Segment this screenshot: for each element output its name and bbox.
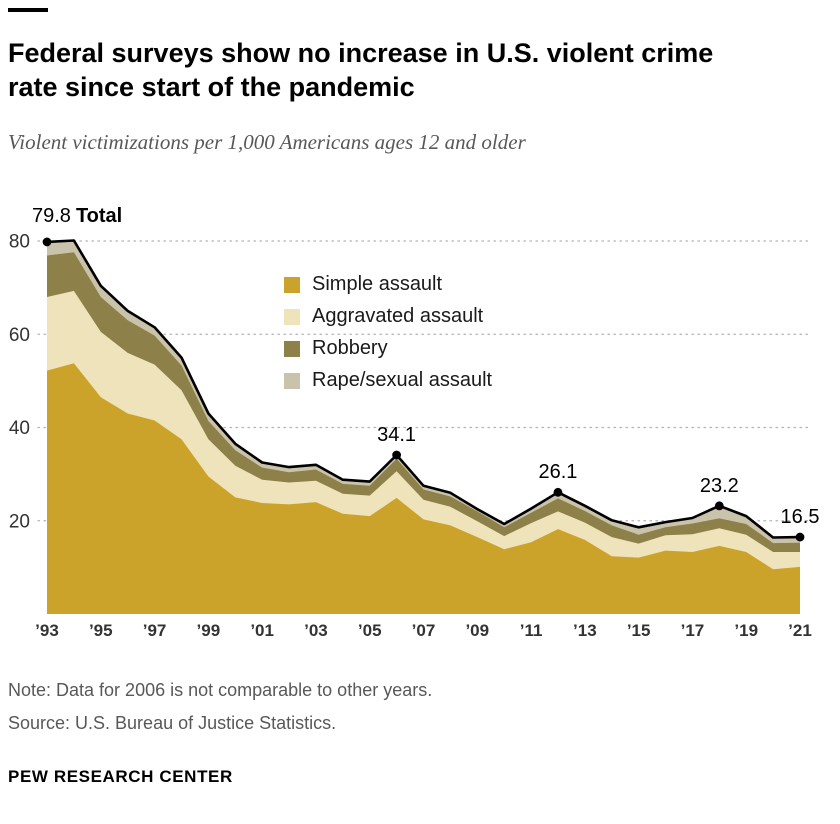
y-tick-label-40: 40 — [9, 418, 30, 439]
annotation-start-total: 79.8 Total — [32, 205, 122, 228]
chart-subtitle: Violent victimizations per 1,000 America… — [8, 130, 526, 155]
data-dot-1993 — [42, 237, 52, 247]
x-tick-label-2021: ’21 — [788, 621, 812, 640]
x-tick-label-1993: ’93 — [35, 621, 59, 640]
data-dot-2012 — [553, 487, 563, 497]
x-tick-label-2015: ’15 — [627, 621, 651, 640]
data-dot-2021 — [795, 532, 805, 542]
x-tick-label-1999: ’99 — [197, 621, 221, 640]
legend-label-robbery: Robbery — [312, 337, 388, 360]
x-tick-label-2003: ’03 — [304, 621, 328, 640]
x-tick-label-2017: ’17 — [681, 621, 705, 640]
x-tick-label-2019: ’19 — [734, 621, 758, 640]
legend-item-rape-sexual-assault: Rape/sexual assault — [284, 369, 492, 392]
annotation-start-label: Total — [75, 204, 123, 227]
x-tick-label-2013: ’13 — [573, 621, 597, 640]
legend-swatch-rape-sexual-assault — [284, 372, 300, 389]
data-dot-2018 — [714, 501, 724, 511]
x-tick-label-1997: ’97 — [143, 621, 167, 640]
x-tick-label-2009: ’09 — [465, 621, 489, 640]
legend-label-simple-assault: Simple assault — [312, 273, 443, 296]
page-title: Federal surveys show no increase in U.S.… — [8, 38, 714, 103]
y-tick-label-20: 20 — [9, 511, 30, 532]
x-tick-label-1995: ’95 — [89, 621, 113, 640]
y-tick-label-80: 80 — [9, 232, 30, 253]
total-line — [45, 239, 802, 539]
legend-item-robbery: Robbery — [284, 337, 492, 360]
legend-swatch-simple-assault — [284, 276, 300, 293]
brand-footer: PEW RESEARCH CENTER — [8, 767, 233, 787]
chart-area: 20 40 60 80 ’93 ’95 ’97 ’99 ’01 ’03 ’05 ’07 ’09 ’11 ’1… — [0, 189, 840, 649]
legend-label-rape-sexual-assault: Rape/sexual assault — [312, 369, 493, 392]
legend-swatch-aggravated-assault — [284, 308, 300, 325]
x-tick-label-2005: ’05 — [358, 621, 382, 640]
x-tick-label-2001: ’01 — [250, 621, 274, 640]
x-tick-label-2011: ’11 — [520, 621, 543, 640]
legend-swatch-robbery — [284, 340, 300, 357]
annotation-start-value: 79.8 — [32, 204, 71, 227]
chart-note: Note: Data for 2006 is not comparable to… — [8, 680, 433, 701]
chart-source: Source: U.S. Bureau of Justice Statistic… — [8, 713, 337, 734]
annotation-2006: 34.1 — [377, 424, 417, 447]
top-rule — [8, 8, 48, 12]
chart-legend: Simple assault Aggravated assault Robber… — [284, 273, 492, 401]
x-tick-label-2007: ’07 — [412, 621, 436, 640]
area-simple-assault — [47, 363, 800, 615]
y-tick-label-60: 60 — [9, 325, 30, 346]
data-dot-2006 — [392, 450, 402, 460]
annotation-2021: 16.5 — [780, 506, 820, 529]
annotation-2018: 23.2 — [699, 474, 739, 497]
legend-item-aggravated-assault: Aggravated assault — [284, 305, 492, 328]
legend-item-simple-assault: Simple assault — [284, 273, 492, 296]
annotation-2012: 26.1 — [538, 461, 578, 484]
legend-label-aggravated-assault: Aggravated assault — [312, 305, 484, 328]
stacked-area-chart: 20 40 60 80 ’93 ’95 ’97 ’99 ’01 ’03 ’05 ’07 ’09 ’11 ’1… — [9, 232, 813, 640]
